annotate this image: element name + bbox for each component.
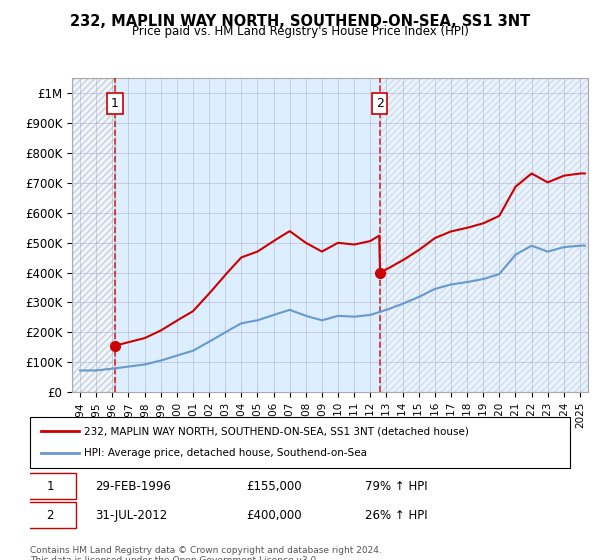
Bar [115,78,380,392]
FancyBboxPatch shape [25,473,76,500]
Text: 2: 2 [376,97,383,110]
Text: 26% ↑ HPI: 26% ↑ HPI [365,509,427,522]
Text: 29-FEB-1996: 29-FEB-1996 [95,480,170,493]
Bar [380,78,588,392]
Text: 1: 1 [111,97,119,110]
Text: £400,000: £400,000 [246,509,302,522]
Text: 31-JUL-2012: 31-JUL-2012 [95,509,167,522]
FancyBboxPatch shape [30,417,570,468]
Text: 2: 2 [46,509,54,522]
Text: 79% ↑ HPI: 79% ↑ HPI [365,480,427,493]
Text: HPI: Average price, detached house, Southend-on-Sea: HPI: Average price, detached house, Sout… [84,449,367,459]
Bar [72,78,115,392]
Text: Contains HM Land Registry data © Crown copyright and database right 2024.
This d: Contains HM Land Registry data © Crown c… [30,546,382,560]
Text: 1: 1 [46,480,54,493]
Text: 232, MAPLIN WAY NORTH, SOUTHEND-ON-SEA, SS1 3NT (detached house): 232, MAPLIN WAY NORTH, SOUTHEND-ON-SEA, … [84,426,469,436]
Text: Price paid vs. HM Land Registry's House Price Index (HPI): Price paid vs. HM Land Registry's House … [131,25,469,38]
FancyBboxPatch shape [25,502,76,528]
Text: £155,000: £155,000 [246,480,302,493]
Text: 232, MAPLIN WAY NORTH, SOUTHEND-ON-SEA, SS1 3NT: 232, MAPLIN WAY NORTH, SOUTHEND-ON-SEA, … [70,14,530,29]
